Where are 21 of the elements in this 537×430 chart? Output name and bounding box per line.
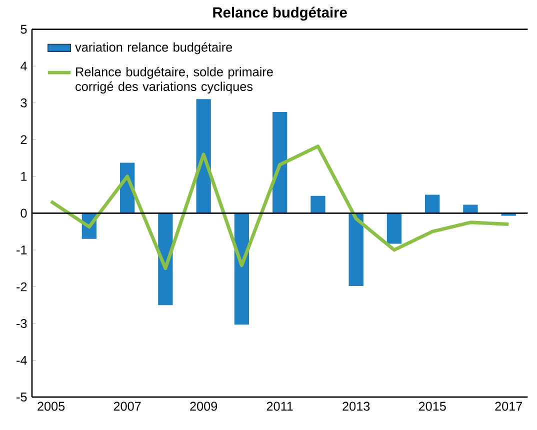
y-tick-label: -4 bbox=[16, 356, 27, 364]
x-tick-label: 2013 bbox=[342, 402, 370, 411]
legend-label: Relance budgétaire, solde primaire corrigé des variations cycliques bbox=[76, 66, 273, 94]
x-tick-label: 2005 bbox=[38, 402, 65, 411]
y-tick-label: 3 bbox=[20, 98, 27, 108]
x-tick-label: 2017 bbox=[495, 402, 522, 411]
legend-label: variation relance budgétaire bbox=[75, 42, 232, 54]
x-tick-label: 2007 bbox=[114, 402, 141, 411]
y-tick-label: -2 bbox=[16, 282, 27, 291]
y-tick-label: -1 bbox=[16, 245, 27, 254]
y-tick-label: 5 bbox=[20, 24, 27, 34]
y-tick-label: 2 bbox=[20, 135, 27, 144]
y-tick-label: -3 bbox=[16, 318, 27, 328]
x-tick-label: 2015 bbox=[418, 402, 446, 411]
x-tick-label: 2011 bbox=[266, 402, 293, 411]
y-tick-label: -5 bbox=[16, 392, 27, 402]
x-tick-label: 2009 bbox=[190, 402, 218, 411]
y-tick-label: 4 bbox=[20, 62, 27, 70]
y-tick-label: 0 bbox=[20, 208, 27, 218]
chart-title: Relance budgétaire bbox=[213, 6, 347, 20]
y-tick-label: 1 bbox=[21, 172, 27, 181]
